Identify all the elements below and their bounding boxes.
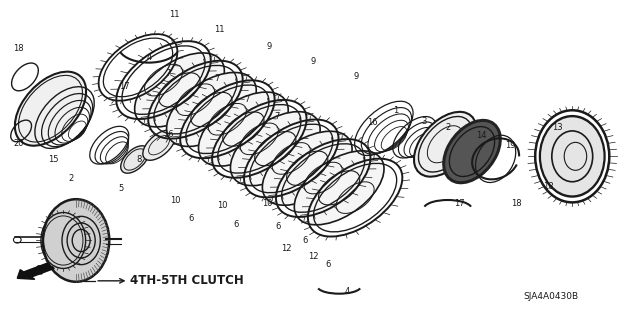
Text: 6: 6 xyxy=(276,222,281,231)
Ellipse shape xyxy=(143,130,175,160)
Text: 17: 17 xyxy=(118,82,129,91)
Text: 4: 4 xyxy=(345,287,350,296)
Ellipse shape xyxy=(43,199,109,282)
Text: 2: 2 xyxy=(445,123,451,132)
Text: 10: 10 xyxy=(170,196,181,205)
Ellipse shape xyxy=(540,117,604,196)
Ellipse shape xyxy=(121,146,149,173)
Ellipse shape xyxy=(444,120,500,183)
Text: 8: 8 xyxy=(136,155,141,164)
Ellipse shape xyxy=(414,112,476,177)
Text: 14: 14 xyxy=(476,131,486,140)
Text: 7: 7 xyxy=(274,112,279,121)
Text: 9: 9 xyxy=(266,42,271,51)
Ellipse shape xyxy=(15,72,86,146)
Text: FR.: FR. xyxy=(53,256,71,267)
Text: 4TH-5TH CLUTCH: 4TH-5TH CLUTCH xyxy=(130,274,243,287)
Text: 6: 6 xyxy=(303,236,308,245)
Text: 18: 18 xyxy=(13,44,24,53)
Text: 4: 4 xyxy=(147,53,152,62)
Text: 18: 18 xyxy=(543,182,554,191)
Text: 12: 12 xyxy=(281,244,291,253)
Text: 18: 18 xyxy=(511,199,522,208)
Text: SJA4A0430B: SJA4A0430B xyxy=(523,292,578,301)
Ellipse shape xyxy=(262,131,352,205)
Text: 12: 12 xyxy=(308,252,319,261)
Text: 2: 2 xyxy=(68,174,74,183)
Text: 5: 5 xyxy=(118,184,124,193)
Text: 17: 17 xyxy=(454,199,465,208)
Text: 10: 10 xyxy=(217,201,228,210)
Text: 20: 20 xyxy=(13,139,24,148)
Text: 11: 11 xyxy=(169,11,180,19)
Text: 6: 6 xyxy=(233,220,238,229)
Text: 19: 19 xyxy=(505,141,516,150)
Text: 7: 7 xyxy=(244,95,249,104)
Text: 13: 13 xyxy=(552,123,563,132)
Text: 15: 15 xyxy=(48,155,58,164)
Text: 10: 10 xyxy=(262,199,273,208)
Text: 11: 11 xyxy=(214,25,225,34)
Ellipse shape xyxy=(198,92,288,166)
Text: 9: 9 xyxy=(353,72,358,81)
Text: 7: 7 xyxy=(214,74,220,83)
Text: 16: 16 xyxy=(367,118,378,128)
Ellipse shape xyxy=(230,112,320,186)
Text: 6: 6 xyxy=(325,260,330,269)
Text: 6: 6 xyxy=(188,214,194,223)
Text: 16: 16 xyxy=(163,130,174,138)
Text: 3: 3 xyxy=(421,117,427,126)
Ellipse shape xyxy=(294,151,384,225)
Text: 9: 9 xyxy=(311,56,316,65)
FancyArrow shape xyxy=(17,263,54,279)
Ellipse shape xyxy=(166,72,256,146)
Ellipse shape xyxy=(134,53,225,127)
Text: 1: 1 xyxy=(393,106,398,115)
Text: 7: 7 xyxy=(165,69,171,78)
